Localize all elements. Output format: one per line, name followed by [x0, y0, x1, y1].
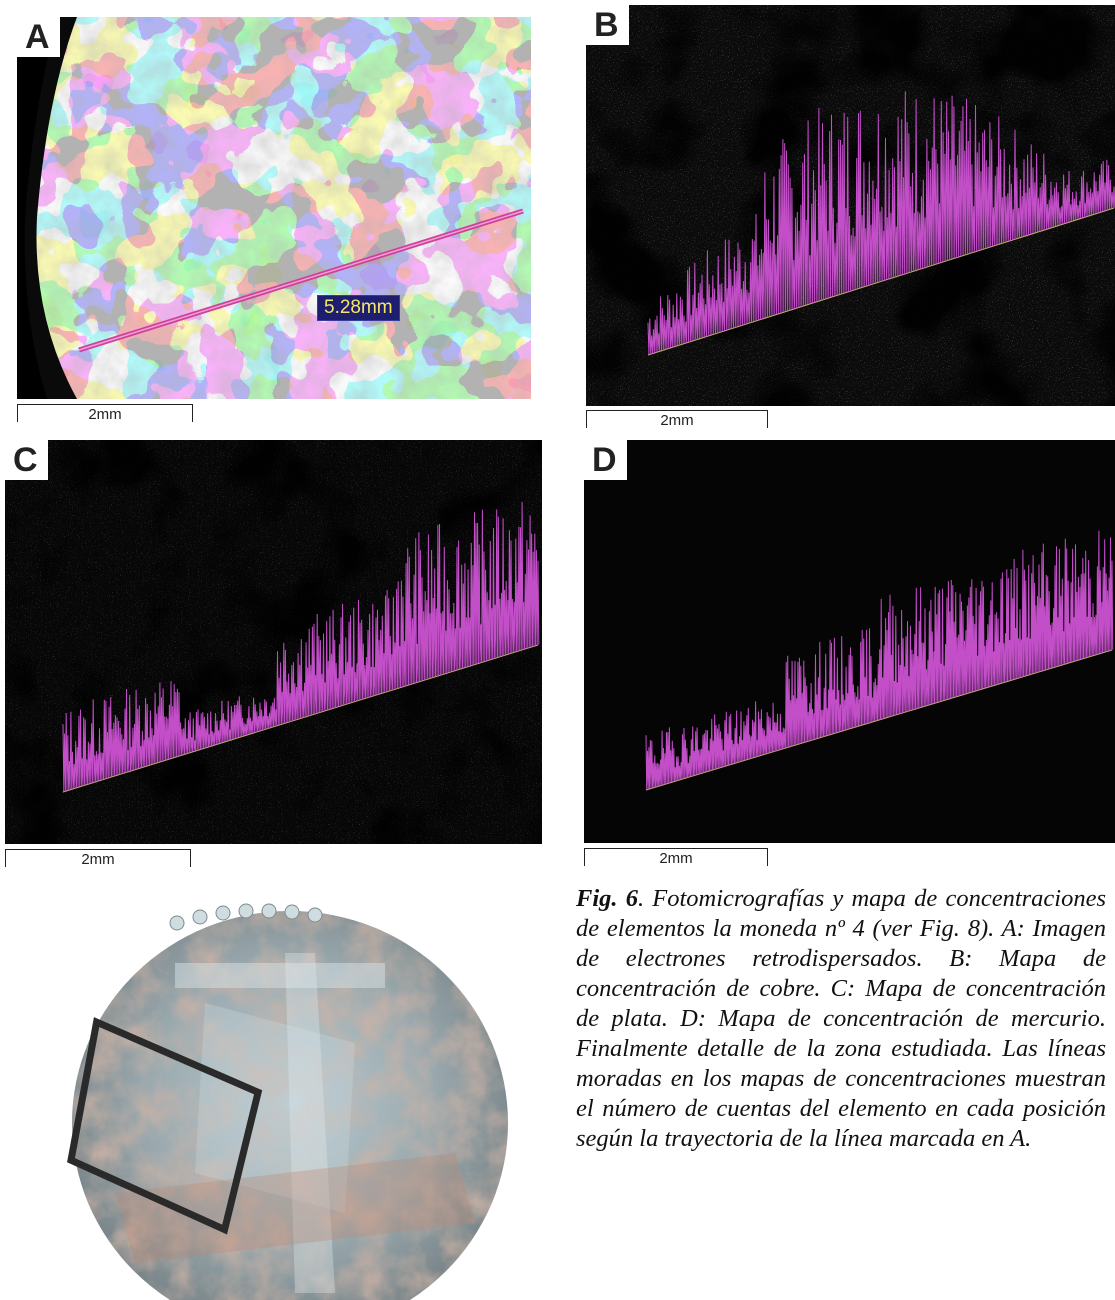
- silver-profile: [62, 502, 540, 793]
- panel-b: B: [586, 5, 1115, 406]
- coin-photo: [55, 893, 521, 1300]
- mercury-profile: [645, 530, 1114, 791]
- scale-bar-c: 2mm: [5, 849, 191, 868]
- panel-b-label: B: [586, 5, 629, 45]
- scale-bar-b-label: 2mm: [660, 412, 694, 429]
- figure-caption: Fig. 6. Fotomicrografías y mapa de conce…: [576, 884, 1106, 1154]
- scale-bar-b: 2mm: [586, 410, 768, 429]
- panel-a: A 5.28mm: [17, 17, 531, 399]
- scale-bar-d-label: 2mm: [659, 850, 693, 867]
- study-area-frame: [67, 1017, 263, 1235]
- scale-bar-d: 2mm: [584, 848, 768, 867]
- panel-b-map: [586, 5, 1115, 406]
- copper-profile: [647, 91, 1115, 356]
- panel-d-map: [584, 440, 1115, 843]
- panel-c-map: [5, 440, 542, 844]
- caption-text: . Fotomicrografías y mapa de concentraci…: [576, 885, 1106, 1152]
- count-trace: [645, 530, 1114, 790]
- panel-c-label: C: [5, 440, 48, 480]
- scale-bar-a-label: 2mm: [88, 406, 122, 423]
- count-trace: [62, 502, 540, 792]
- scale-bar-c-label: 2mm: [81, 851, 115, 868]
- panel-d: D: [584, 440, 1115, 843]
- count-trace: [647, 91, 1115, 355]
- figure-number: Fig. 6: [576, 885, 638, 912]
- measurement-label: 5.28mm: [317, 295, 400, 321]
- coin-image: [67, 903, 508, 1300]
- panel-c: C: [5, 440, 542, 844]
- panel-a-image: [17, 17, 531, 399]
- scale-bar-a: 2mm: [17, 404, 193, 423]
- panel-d-label: D: [584, 440, 627, 480]
- panel-a-label: A: [17, 17, 60, 57]
